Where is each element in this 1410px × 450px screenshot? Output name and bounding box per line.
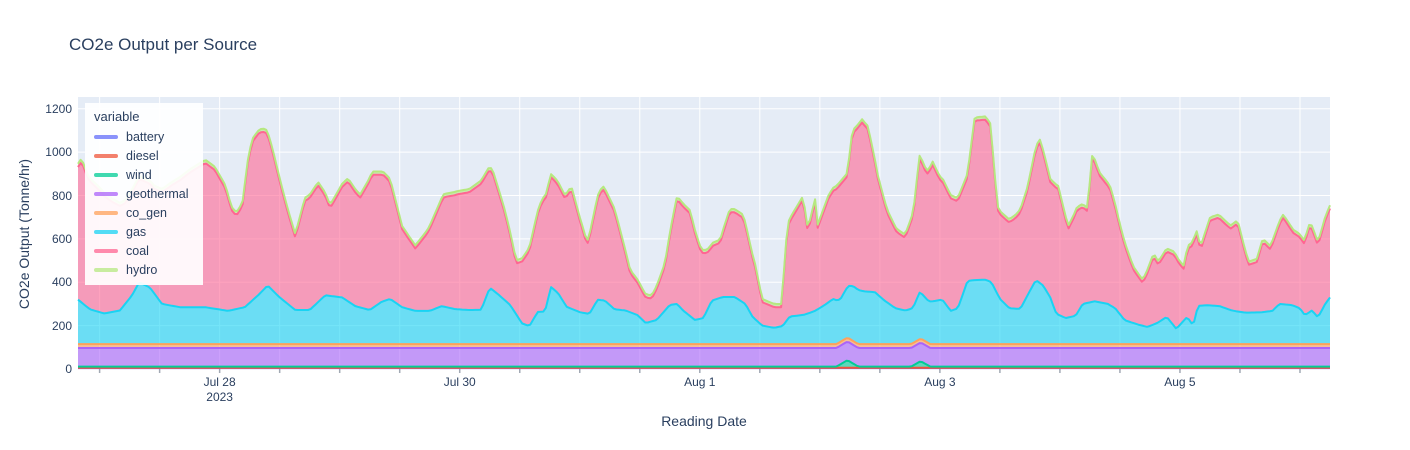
legend-swatch-wind [94,172,118,177]
legend-title: variable [94,109,140,124]
y-tick-label: 200 [51,318,72,333]
legend-swatch-diesel [94,153,118,158]
legend-item-diesel[interactable]: diesel [94,146,203,165]
y-tick-label: 1200 [45,101,72,116]
legend-label-co_gen: co_gen [126,205,168,220]
line-hydro [77,115,1331,305]
line-co_gen [78,337,1330,346]
area-gas [78,279,1330,345]
area-lines [77,115,1331,370]
line-geothermal [78,341,1330,349]
legend-item-gas[interactable]: gas [94,222,203,241]
legend-swatch-coal [94,248,118,253]
x-tick-label: Jul 30 [443,375,476,389]
x-tick-sublabel: 2023 [206,390,233,404]
legend-item-coal[interactable]: coal [94,241,203,260]
legend-item-battery[interactable]: battery [94,127,203,146]
legend-label-diesel: diesel [126,148,159,163]
legend-swatch-gas [94,229,118,234]
legend-swatch-co_gen [94,210,118,215]
x-axis-title: Reading Date [661,413,747,429]
legend-label-battery: battery [126,129,165,144]
x-tick-label: Aug 1 [684,375,716,389]
legend-label-gas: gas [126,224,147,239]
y-tick-label: 800 [51,188,72,203]
line-wind [78,359,1330,368]
y-tick-label: 600 [51,231,72,246]
x-tick-marks [98,369,1301,373]
line-gas [77,278,1331,330]
area-coal [78,119,1330,329]
legend-label-geothermal: geothermal [126,186,189,201]
area-co_gen [78,338,1330,348]
legend: variable battery diesel wind geothermal co_g… [85,103,203,285]
x-tick-label: Aug 5 [1164,375,1196,389]
y-tick-label: 1000 [45,145,72,160]
x-tick-label: Aug 3 [924,375,956,389]
y-tick-label: 400 [51,275,72,290]
x-tick-label: Jul 28 [203,375,236,389]
legend-label-wind: wind [126,167,152,182]
legend-swatch-battery [94,134,118,139]
legend-item-hydro[interactable]: hydro [94,260,203,279]
chart-title: CO2e Output per Source [69,35,258,54]
legend-swatch-hydro [94,267,118,272]
legend-label-hydro: hydro [126,262,158,277]
y-tick-label: 0 [65,362,72,376]
legend-swatch-geothermal [94,191,118,196]
legend-item-geothermal[interactable]: geothermal [94,184,203,203]
legend-item-co_gen[interactable]: co_gen [94,203,203,222]
legend-item-wind[interactable]: wind [94,165,203,184]
legend-label-coal: coal [126,243,149,258]
